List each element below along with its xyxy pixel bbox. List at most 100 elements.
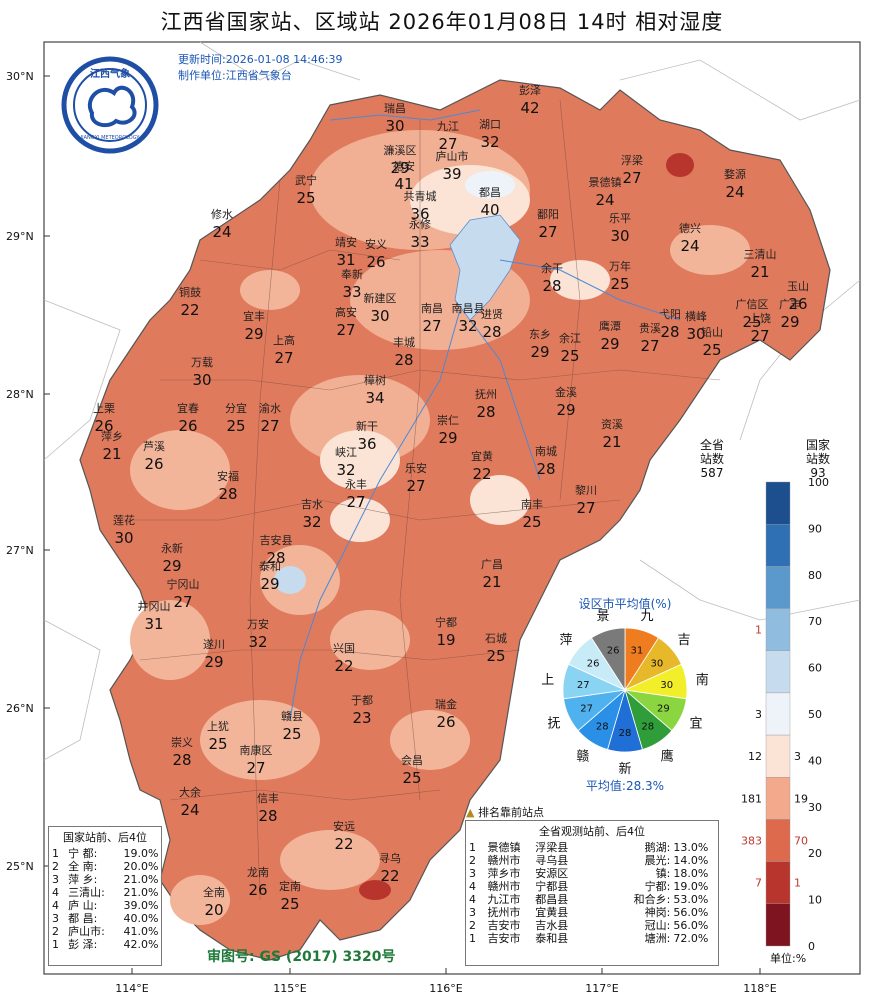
station-value: 20 — [204, 901, 223, 919]
latitude-axis: 30°N 29°N 28°N 27°N 26°N 25°N — [6, 70, 50, 873]
station-name: 乐安 — [405, 461, 427, 475]
all-rank-station: 和合乡: — [633, 893, 671, 906]
station-name: 德兴 — [679, 221, 701, 235]
legend-unit: 单位:% — [770, 952, 807, 965]
station-name: 铅山 — [701, 325, 723, 339]
national-rank-name: 宁 都: — [68, 847, 98, 860]
all-rank-row: 3 抚州市 宜黄县 神岗: 56.0% — [466, 906, 718, 919]
pie-slice-label: 宜 — [689, 716, 702, 731]
station-name: 萍乡 — [101, 430, 123, 443]
station-name: 景德镇 — [589, 175, 622, 189]
station-value: 24 — [680, 237, 699, 255]
legend-tick: 0 — [808, 940, 815, 953]
legend-tick: 100 — [808, 476, 829, 489]
station: 南昌 27 — [421, 302, 443, 335]
all-rank-city: 吉安市 — [487, 932, 521, 945]
producer: 制作单位:江西省气象台 — [178, 69, 292, 82]
city-average-pie: 设区市平均值(%) 31 九 30 吉 30 南 29 宜 28 鹰 28 新 28 赣 27 抚 27 上 26 萍 2… — [541, 596, 708, 793]
national-rank-name: 全 南: — [68, 860, 98, 873]
station: 宜丰 29 — [243, 309, 265, 343]
station-name: 黎川 — [575, 483, 597, 497]
station: 兴国 22 — [333, 642, 355, 675]
all-rank-value: 13.0% — [673, 841, 709, 854]
legend-tick: 90 — [808, 522, 822, 535]
station: 于都 23 — [351, 694, 373, 727]
station: 高安 27 — [335, 305, 357, 339]
lat-label: 27°N — [6, 544, 34, 557]
national-rank-value: 19.0% — [123, 847, 159, 860]
station-value: 22 — [472, 465, 491, 483]
station-name: 乐平 — [609, 212, 631, 225]
station: 万年 25 — [609, 259, 631, 293]
all-rank-county: 泰和县 — [535, 932, 569, 945]
all-rank-city: 吉安市 — [487, 919, 521, 932]
rank-note: ▲ 排名靠前站点 — [466, 804, 544, 820]
station-value: 26 — [178, 417, 197, 435]
header-line: 站数 — [806, 452, 831, 466]
station-name: 赣县 — [281, 709, 303, 723]
national-rank-value: 40.0% — [123, 912, 159, 925]
national-rank-row: 2 庐山市: 41.0% — [49, 925, 161, 938]
station-value: 25 — [610, 275, 629, 293]
all-rank-county: 宁都县 — [535, 880, 569, 893]
all-rank-county: 寻乌县 — [535, 854, 569, 867]
lat-label: 29°N — [6, 230, 34, 243]
all-rank-value: 19.0% — [673, 880, 709, 893]
pie-slice-value: 30 — [650, 658, 663, 669]
lon-label: 115°E — [273, 982, 306, 995]
station-name: 吉安县 — [260, 533, 293, 547]
legend-band — [765, 608, 791, 651]
station-value: 25 — [282, 725, 301, 743]
all-rank-row: 4 九江市 都昌县 和合乡: 53.0% — [466, 893, 718, 906]
station-name: 安义 — [365, 237, 387, 251]
station-name: 丰城 — [393, 336, 415, 349]
national-rank-name: 彭 泽: — [68, 938, 98, 951]
station-name: 德安 — [393, 159, 415, 173]
pie-slice-label: 萍 — [560, 633, 573, 648]
station: 南康区 27 — [240, 743, 273, 777]
station: 黎川 27 — [575, 483, 597, 517]
all-rank-city: 赣州市 — [487, 880, 521, 893]
station-name: 金溪 — [555, 385, 577, 399]
station-value: 28 — [660, 323, 679, 341]
station-value: 29 — [204, 653, 223, 671]
station-name: 武宁 — [295, 173, 317, 187]
station-value: 27 — [640, 337, 659, 355]
station-name: 余江 — [559, 331, 581, 345]
station-name: 渝水 — [259, 401, 281, 415]
station-value: 24 — [725, 183, 744, 201]
station-name: 莲花 — [113, 514, 135, 527]
station-value: 26 — [94, 417, 113, 435]
station-value: 21 — [102, 445, 121, 463]
station-value: 25 — [702, 341, 721, 359]
header-line: 全省 — [700, 438, 725, 452]
station-name: 东乡 — [529, 328, 551, 341]
station-value: 25 — [742, 313, 761, 331]
station-name: 鹰潭 — [599, 319, 621, 333]
station: 湖口 32 — [479, 118, 501, 151]
station-name: 樟树 — [364, 373, 386, 387]
station-value: 30 — [192, 371, 211, 389]
station-name: 高安 — [335, 305, 357, 319]
station: 共青城 36 — [404, 190, 437, 223]
station-value: 27 — [274, 349, 293, 367]
national-rank-value: 41.0% — [123, 925, 159, 938]
station: 新干 36 — [356, 419, 378, 453]
station: 宜春 26 — [177, 401, 199, 435]
station: 资溪 21 — [601, 418, 623, 451]
station-name: 广丰 — [779, 298, 801, 311]
neighbor-areas — [43, 41, 861, 761]
station-name: 庐山市 — [436, 149, 469, 163]
lon-label: 114°E — [115, 982, 148, 995]
legend-tick: 10 — [808, 894, 822, 907]
national-rank-rank: 2 — [52, 860, 59, 873]
all-rank-rank: 3 — [469, 867, 476, 880]
station-name: 南丰 — [521, 498, 543, 511]
station-name: 大余 — [179, 785, 201, 799]
station-name: 铜鼓 — [179, 285, 201, 299]
station-name: 安福 — [217, 469, 239, 483]
station: 崇义 28 — [171, 736, 193, 769]
station-value: 36 — [357, 435, 376, 453]
station: 三清山 21 — [744, 248, 777, 281]
